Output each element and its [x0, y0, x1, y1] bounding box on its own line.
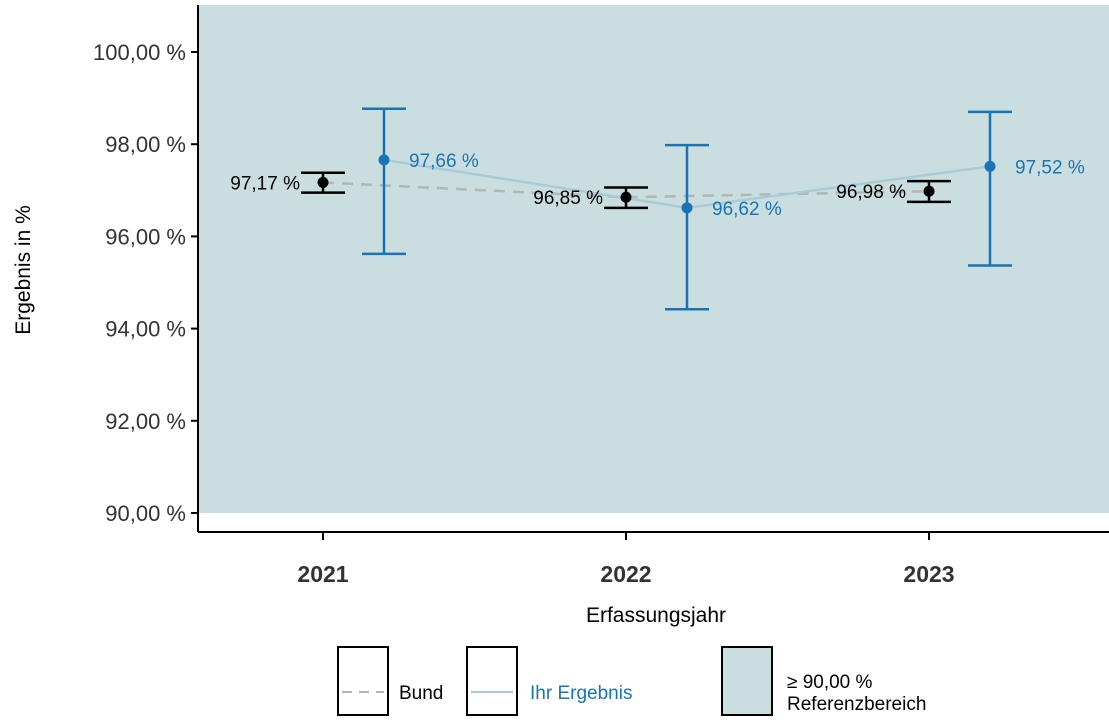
- data-label-ihr-ergebnis: 96,62 %: [712, 199, 782, 220]
- legend-label-referenz-value: ≥ 90,00 %: [787, 672, 873, 693]
- data-label-ihr-ergebnis: 97,52 %: [1015, 157, 1085, 178]
- legend-key-referenzbereich: [721, 646, 773, 716]
- data-point-bund: [923, 185, 935, 197]
- series: 97,17 % 96,85 % 96,98 % 97,66 % 96,62 % 97,52…: [230, 107, 1085, 311]
- legend-label-referenzbereich: Referenzbereich: [787, 694, 926, 715]
- data-point-ihr-ergebnis: [681, 202, 693, 214]
- data-label-bund: 96,85 %: [533, 188, 603, 209]
- legend-label-ihr-ergebnis: Ihr Ergebnis: [530, 683, 632, 704]
- x-tick-label: 2022: [600, 561, 651, 587]
- series-line-bund: [322, 181, 930, 199]
- legend-key-ihr-ergebnis: [466, 646, 518, 716]
- x-tick-label: 2023: [903, 561, 954, 587]
- x-tick-label: 2021: [297, 561, 348, 587]
- y-axis-title: Ergebnis in %: [12, 205, 35, 335]
- reference-range-area: [198, 5, 1109, 513]
- data-label-bund: 96,98 %: [836, 182, 906, 203]
- data-point-ihr-ergebnis: [984, 160, 996, 172]
- data-label-bund: 97,17 %: [230, 173, 300, 194]
- legend-label-bund: Bund: [399, 683, 443, 704]
- plot-area: [198, 5, 1109, 513]
- data-point-bund: [317, 176, 329, 188]
- legend: Bund Ihr Ergebnis ≥ 90,00 % Referenzbere…: [337, 646, 926, 716]
- y-tick-label: 96,00 %: [105, 224, 186, 249]
- y-axis: 90,00 % 92,00 % 94,00 % 96,00 % 98,00 % 100,0…: [93, 5, 199, 532]
- x-axis-title: Erfassungsjahr: [586, 604, 726, 627]
- y-tick-label: 92,00 %: [105, 409, 186, 434]
- data-label-ihr-ergebnis: 97,66 %: [409, 151, 479, 172]
- data-point-ihr-ergebnis: [378, 154, 390, 166]
- y-tick-label: 94,00 %: [105, 317, 186, 342]
- x-axis: 2021 2022 2023: [198, 531, 1109, 587]
- y-tick-label: 90,00 %: [105, 501, 186, 526]
- legend-key-bund: [337, 646, 389, 716]
- y-tick-label: 100,00 %: [93, 40, 186, 65]
- y-tick-label: 98,00 %: [105, 132, 186, 157]
- data-point-bund: [620, 191, 632, 203]
